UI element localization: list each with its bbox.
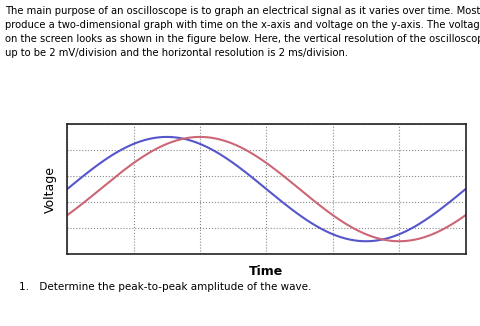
Text: 1. Determine the peak-to-peak amplitude of the wave.: 1. Determine the peak-to-peak amplitude …: [19, 282, 312, 292]
X-axis label: Time: Time: [249, 265, 284, 278]
Text: The main purpose of an oscilloscope is to graph an electrical signal as it varie: The main purpose of an oscilloscope is t…: [5, 6, 480, 58]
Y-axis label: Voltage: Voltage: [44, 166, 57, 213]
